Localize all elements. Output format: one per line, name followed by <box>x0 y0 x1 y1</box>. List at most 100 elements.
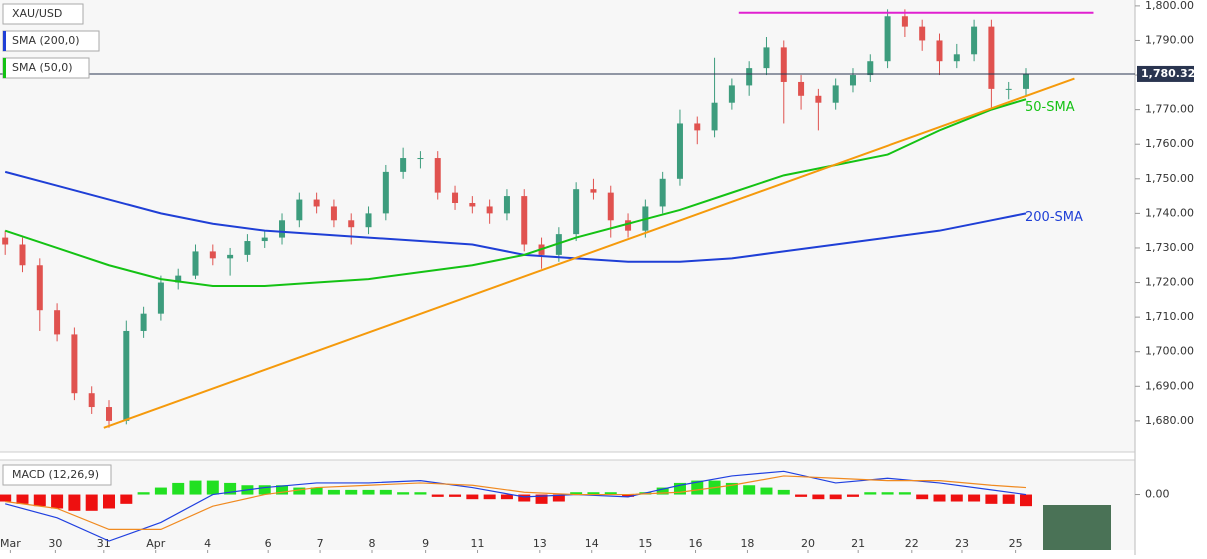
macd-bar <box>673 482 686 495</box>
candle-body <box>486 206 493 214</box>
candle-body <box>54 310 61 335</box>
legend-swatch <box>3 31 6 51</box>
macd-bar <box>743 485 756 495</box>
macd-bar <box>777 489 790 495</box>
x-tick-label: 9 <box>422 537 429 550</box>
macd-bar <box>968 494 981 502</box>
macd-bar <box>172 482 185 495</box>
macd-bar <box>397 492 410 495</box>
x-tick-label: Mar <box>0 537 21 550</box>
candle-body <box>417 158 424 160</box>
macd-bar <box>691 480 704 495</box>
macd-bar <box>570 492 583 495</box>
y-tick-label: 1,720.00 <box>1145 276 1194 289</box>
candle-body <box>71 334 78 394</box>
macd-bar <box>293 487 306 495</box>
legend-label: MACD (12,26,9) <box>12 468 99 481</box>
legend-label: SMA (200,0) <box>12 34 80 47</box>
macd-bar <box>466 494 479 500</box>
y-tick-label: 0.00 <box>1145 488 1170 501</box>
x-tick-label: 25 <box>1009 537 1023 550</box>
y-tick-label: 1,760.00 <box>1145 137 1194 150</box>
y-tick-label: 1,740.00 <box>1145 206 1194 219</box>
candle-body <box>971 26 978 55</box>
x-tick-label: 13 <box>533 537 547 550</box>
candle-body <box>798 81 805 96</box>
macd-bar <box>0 494 12 502</box>
macd-bar <box>85 494 98 511</box>
x-tick-label: 18 <box>740 537 754 550</box>
macd-bg <box>0 460 1135 550</box>
y-tick-label: 1,770.00 <box>1145 103 1194 116</box>
macd-bar <box>154 487 167 495</box>
x-tick-label: 7 <box>317 537 324 550</box>
macd-bar <box>68 494 81 511</box>
y-tick-label: 1,800.00 <box>1145 0 1194 12</box>
macd-bar <box>379 489 392 495</box>
macd-bar <box>51 494 64 509</box>
legend-box <box>2 464 112 486</box>
candle-body <box>227 254 234 259</box>
macd-bar <box>276 485 289 495</box>
candle-body <box>400 158 407 172</box>
candle-body <box>884 16 891 62</box>
macd-bar <box>795 494 808 497</box>
candle-body <box>521 196 528 245</box>
watermark <box>1043 505 1111 550</box>
plot-bg <box>0 0 1135 452</box>
macd-bar <box>483 494 496 500</box>
legend-label: XAU/USD <box>12 7 62 20</box>
candle-body <box>503 196 510 214</box>
macd-bar <box>1002 494 1015 504</box>
macd-bar <box>16 494 29 504</box>
macd-bar <box>224 482 237 495</box>
candle-body <box>19 244 26 266</box>
x-tick-label: Apr <box>146 537 166 550</box>
candle-body <box>625 220 632 231</box>
candle-body <box>279 220 286 238</box>
macd-bar <box>604 492 617 495</box>
price-tag <box>1137 65 1194 82</box>
candle-body <box>867 61 874 76</box>
macd-bar <box>950 494 963 502</box>
macd-bar <box>362 489 375 495</box>
macd-bar <box>622 494 635 497</box>
candle-body <box>88 393 95 408</box>
macd-bar <box>431 494 444 497</box>
candle-body <box>815 95 822 103</box>
candle-body <box>2 237 9 245</box>
macd-bar <box>812 494 825 500</box>
last-price-label: 1,780.32 <box>1141 67 1195 80</box>
candle-body <box>192 251 199 276</box>
trend-line <box>103 77 1075 429</box>
macd-bar <box>414 492 427 495</box>
macd-bar <box>345 489 358 495</box>
candle-body <box>434 158 441 193</box>
x-tick-label: 22 <box>905 537 919 550</box>
macd-bar <box>206 480 219 495</box>
legend-box <box>2 3 84 25</box>
macd-bar <box>535 494 548 504</box>
sma-line <box>4 98 1027 288</box>
macd-bar <box>985 494 998 504</box>
x-tick-label: 4 <box>204 537 211 550</box>
x-tick-label: 15 <box>638 537 652 550</box>
candle-body <box>555 234 562 255</box>
candle-body <box>936 40 943 62</box>
y-tick-label: 1,790.00 <box>1145 33 1194 46</box>
x-tick-label: 21 <box>851 537 865 550</box>
x-tick-label: 20 <box>801 537 815 550</box>
candle-body <box>953 54 960 62</box>
candle-body <box>296 199 303 221</box>
macd-bar <box>310 487 323 495</box>
candle-body <box>175 275 182 283</box>
y-tick-label: 1,710.00 <box>1145 310 1194 323</box>
macd-bar <box>587 492 600 495</box>
macd-bar <box>189 480 202 495</box>
candle-body <box>313 199 320 207</box>
candle-body <box>1022 73 1029 89</box>
macd-bar <box>881 492 894 495</box>
macd-bar <box>500 494 513 500</box>
x-tick-label: 6 <box>265 537 272 550</box>
